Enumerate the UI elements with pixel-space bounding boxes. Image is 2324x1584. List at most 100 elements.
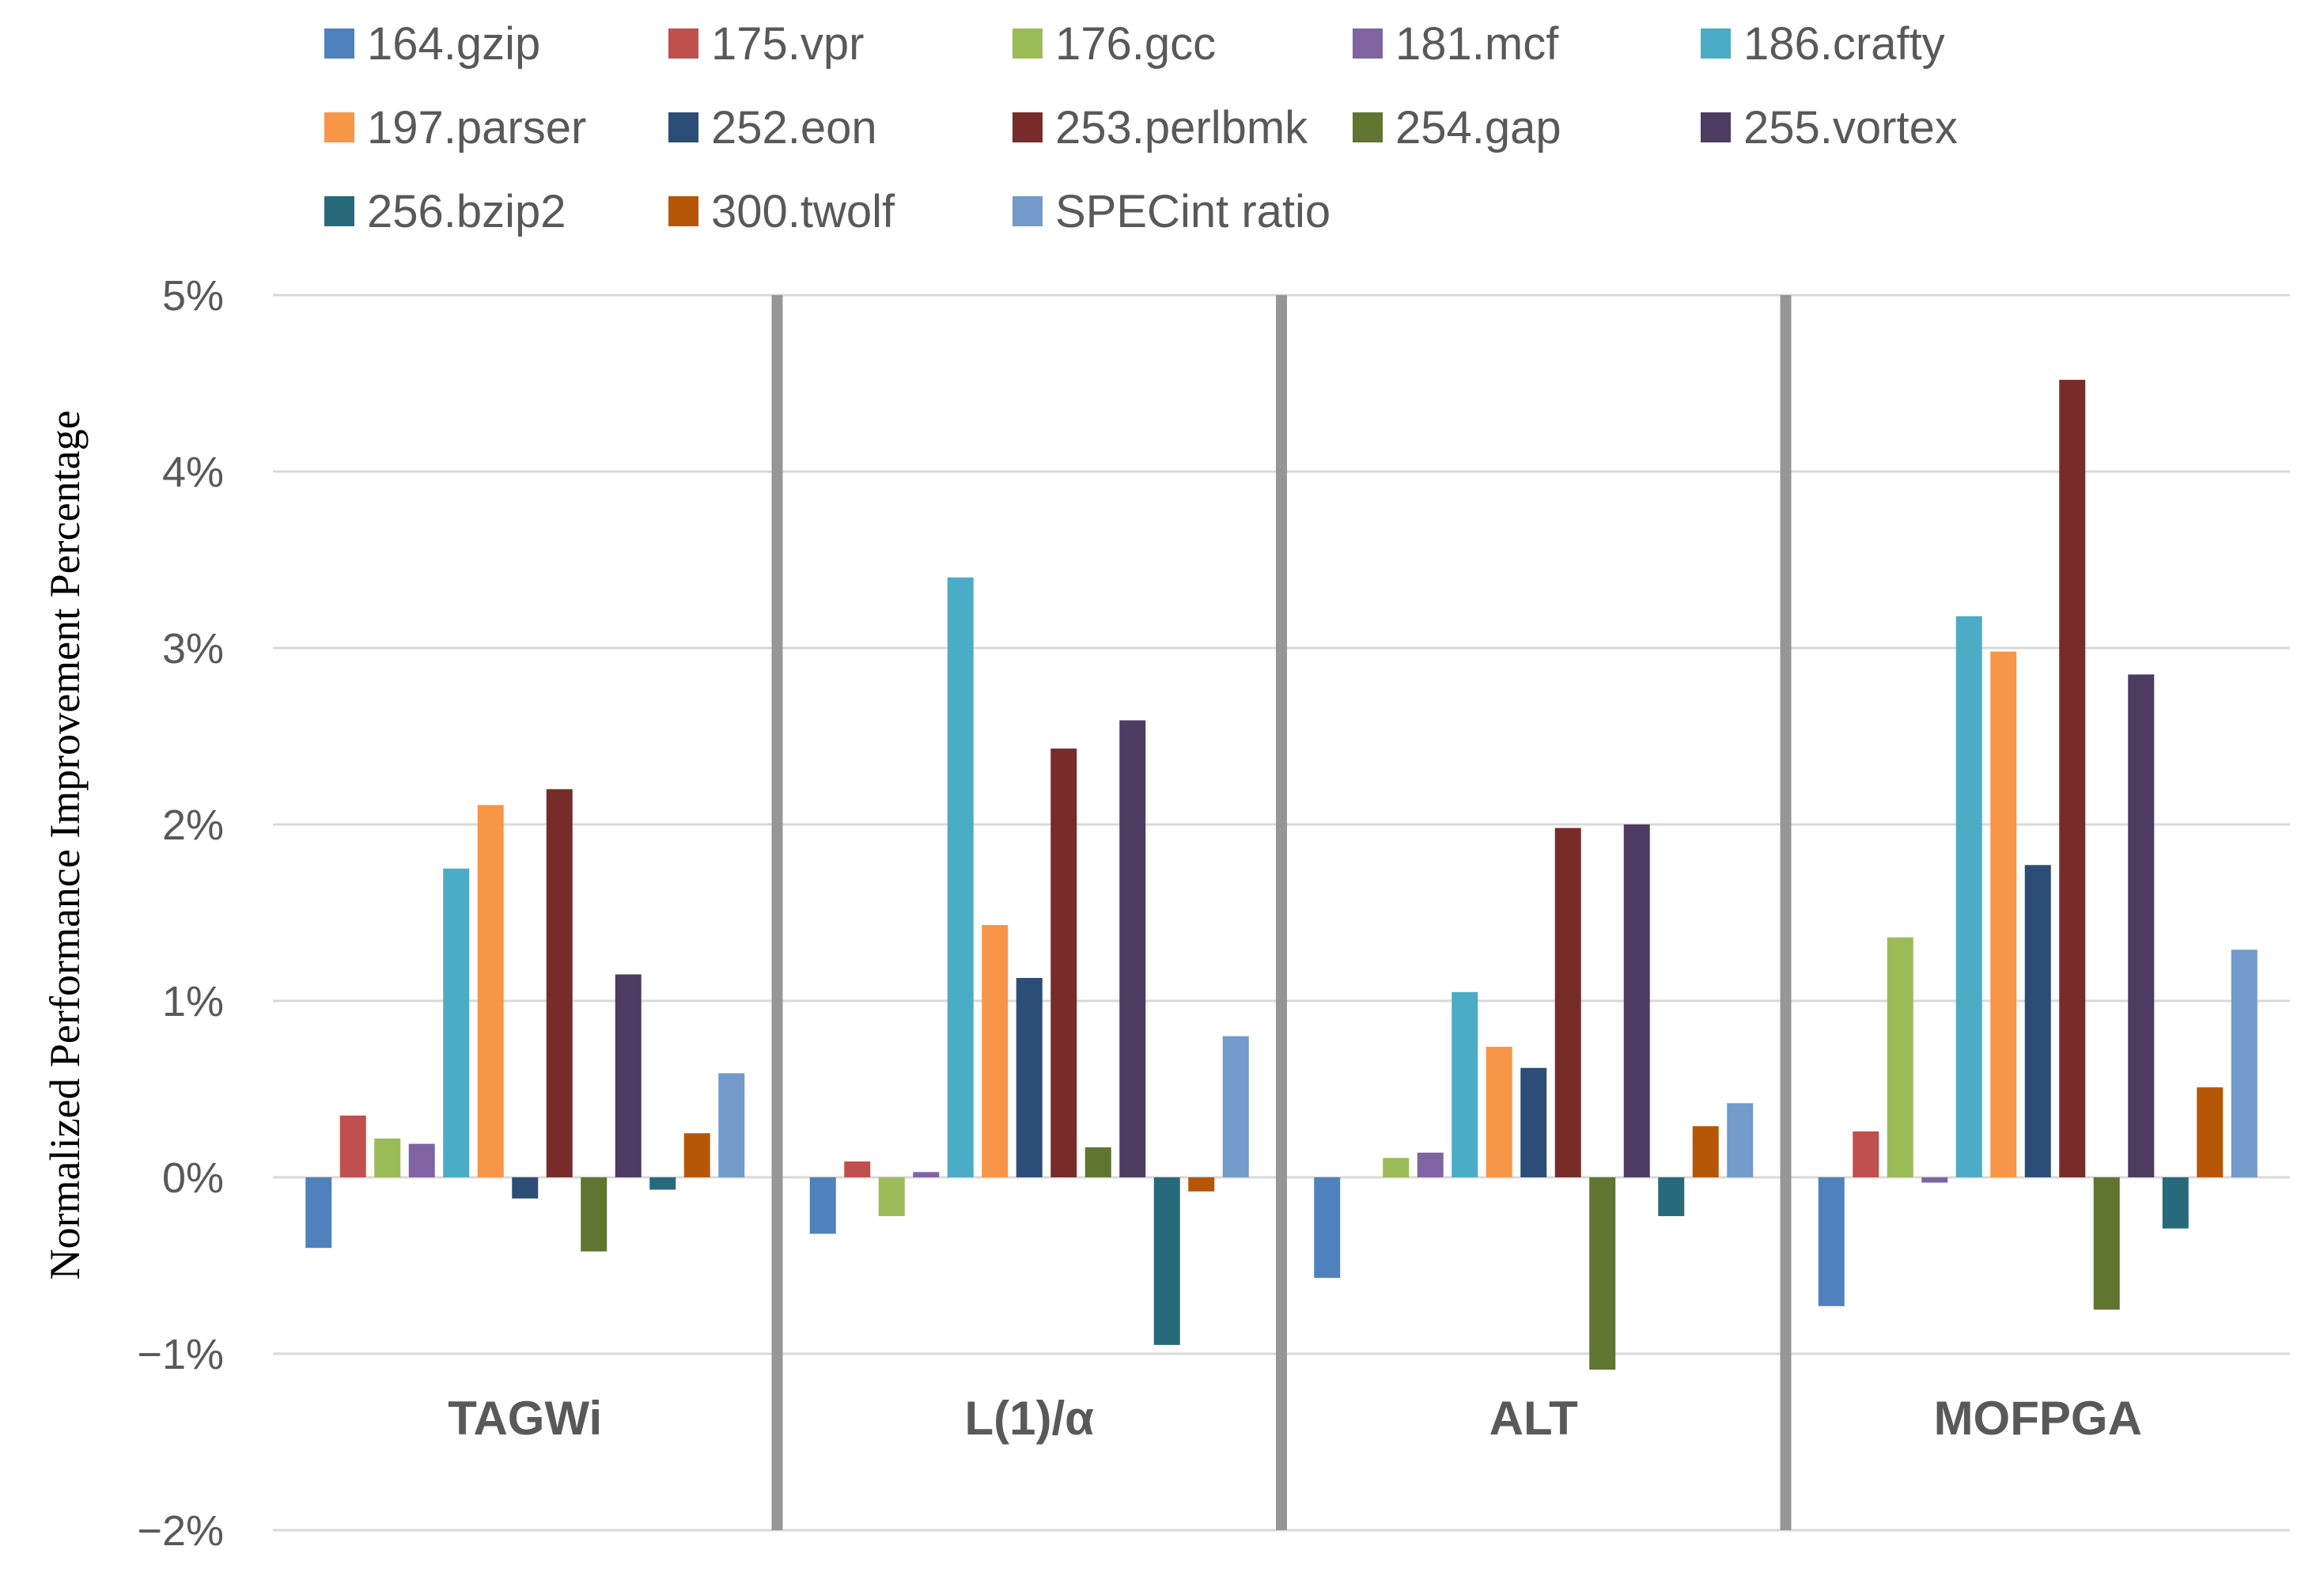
bar: [844, 1161, 871, 1177]
legend-label: 176.gcc: [1055, 17, 1217, 70]
bar: [982, 925, 1009, 1177]
y-axis-label: Normalized Performance Improvement Perce…: [41, 410, 89, 1279]
legend-swatch: [1012, 28, 1043, 59]
bar: [2024, 865, 2051, 1177]
legend-swatch: [668, 28, 698, 59]
bar: [1314, 1177, 1341, 1279]
y-tick-label: 5%: [162, 272, 224, 320]
legend-label: 300.twolf: [711, 185, 895, 237]
bar: [512, 1177, 539, 1199]
legend-label: 255.vortex: [1743, 101, 1958, 153]
bar: [1188, 1177, 1215, 1192]
bar: [683, 1133, 710, 1177]
legend-item: 181.mcf: [1353, 16, 1558, 71]
bar: [649, 1177, 676, 1190]
legend-item: 197.parser: [324, 100, 586, 155]
legend-swatch: [1353, 28, 1383, 59]
legend: 164.gzip 175.vpr 176.gcc 181.mcf 186.crafty 1…: [324, 16, 2223, 253]
bar: [1955, 616, 1982, 1177]
legend-swatch: [1353, 112, 1383, 142]
bar: [2197, 1087, 2224, 1177]
legend-item: 186.crafty: [1701, 16, 1945, 71]
bar: [339, 1115, 366, 1177]
legend-label: 186.crafty: [1743, 17, 1945, 70]
bar: [1921, 1177, 1948, 1183]
legend-item: 256.bzip2: [324, 184, 566, 239]
bar: [546, 789, 573, 1177]
bars: [305, 380, 2258, 1370]
y-tick-label: −2%: [137, 1507, 224, 1555]
bar: [1383, 1158, 1410, 1177]
legend-label: 256.bzip2: [367, 185, 566, 237]
legend-label: 197.parser: [367, 101, 587, 153]
legend-label: 181.mcf: [1395, 17, 1559, 70]
legend-swatch: [668, 196, 698, 226]
bar: [408, 1143, 435, 1177]
bar: [1153, 1177, 1180, 1345]
bar: [1853, 1131, 1879, 1177]
bar: [1452, 991, 1478, 1177]
bar: [1990, 651, 2017, 1177]
y-tick-label: 4%: [162, 449, 224, 496]
bar: [2128, 674, 2155, 1177]
legend-item: SPECint ratio: [1012, 184, 1330, 239]
bar: [581, 1177, 607, 1252]
legend-item: 253.perlbmk: [1012, 100, 1308, 155]
legend-label: 254.gap: [1395, 101, 1561, 153]
y-tick-label: 1%: [162, 978, 224, 1025]
bar: [1818, 1177, 1845, 1306]
bar: [1727, 1103, 1754, 1177]
legend-label: 164.gzip: [367, 17, 541, 70]
legend-label: SPECint ratio: [1055, 185, 1331, 237]
bar: [1486, 1046, 1512, 1177]
bar: [1084, 1147, 1111, 1177]
legend-item: 175.vpr: [668, 16, 864, 71]
category-label: TAGWi: [448, 1392, 602, 1445]
bar: [1016, 978, 1043, 1177]
bar: [1119, 720, 1146, 1177]
bar: [947, 577, 974, 1177]
y-tick-label: −1%: [137, 1331, 224, 1378]
legend-item: 164.gzip: [324, 16, 540, 71]
y-tick-label: 0%: [162, 1154, 224, 1202]
bar: [809, 1177, 836, 1234]
bar: [1520, 1067, 1547, 1177]
category-label: ALT: [1489, 1392, 1578, 1445]
category-label: L(1)/α: [964, 1392, 1094, 1445]
bar: [1417, 1152, 1444, 1177]
bar: [2162, 1177, 2189, 1229]
bar: [1050, 748, 1077, 1177]
bar: [374, 1138, 401, 1177]
y-tick-label: 3%: [162, 625, 224, 673]
legend-item: 254.gap: [1353, 100, 1561, 155]
legend-item: 252.eon: [668, 100, 877, 155]
legend-swatch: [668, 112, 698, 142]
bar: [718, 1073, 745, 1177]
legend-swatch: [1012, 196, 1043, 226]
legend-item: 255.vortex: [1701, 100, 1958, 155]
legend-label: 175.vpr: [711, 17, 865, 70]
bar: [1692, 1126, 1719, 1177]
legend-swatch: [1701, 28, 1731, 59]
bar: [913, 1172, 940, 1177]
bar: [2059, 380, 2086, 1177]
bar: [1554, 828, 1581, 1177]
bar: [615, 974, 642, 1177]
legend-swatch: [324, 112, 354, 142]
bar: [477, 805, 504, 1177]
legend-swatch: [1012, 112, 1043, 142]
y-tick-label: 2%: [162, 801, 224, 849]
legend-swatch: [324, 28, 354, 59]
bar: [1658, 1177, 1685, 1217]
bar: [2231, 949, 2258, 1177]
bar: [2093, 1177, 2120, 1310]
bar: [305, 1177, 332, 1249]
legend-label: 253.perlbmk: [1055, 101, 1308, 153]
legend-item: 300.twolf: [668, 184, 895, 239]
legend-item: 176.gcc: [1012, 16, 1216, 71]
legend-swatch: [1701, 112, 1731, 142]
bar: [1222, 1036, 1249, 1177]
legend-label: 252.eon: [711, 101, 877, 153]
category-label: MOFPGA: [1934, 1392, 2142, 1445]
